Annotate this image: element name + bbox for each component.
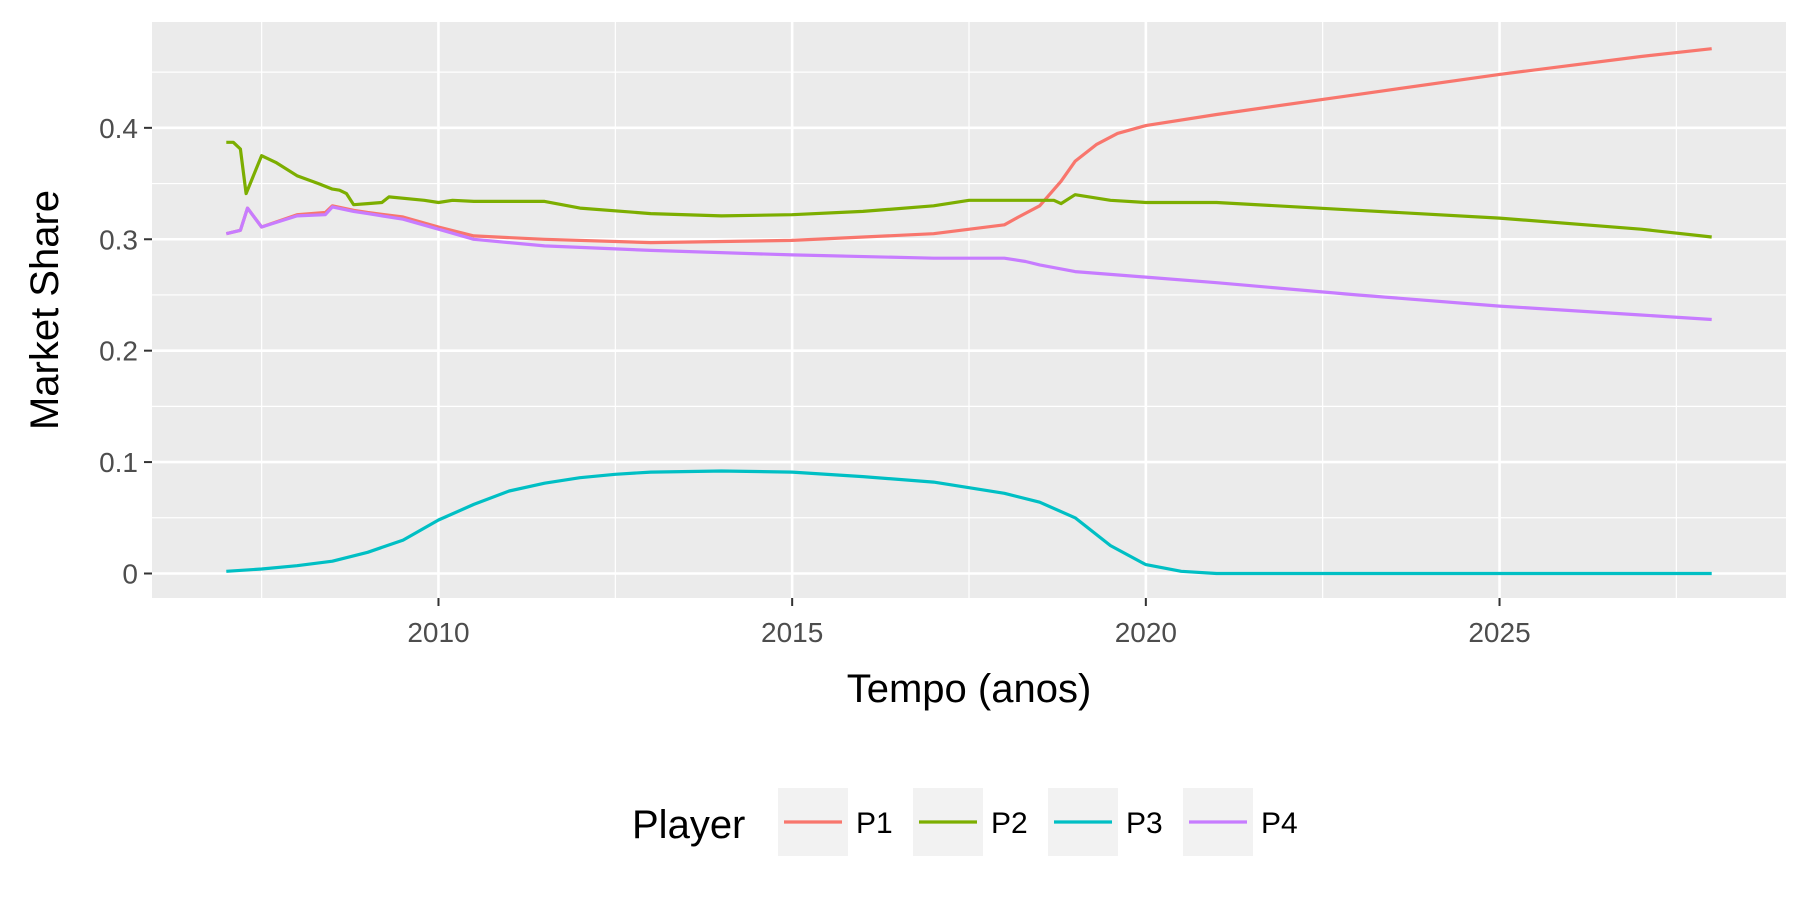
legend-title: Player <box>632 803 745 847</box>
legend-label: P2 <box>991 807 1028 840</box>
legend-label: P1 <box>856 807 893 840</box>
y-axis-title: Market Share <box>23 190 67 430</box>
y-tick-label: 0 <box>122 558 138 589</box>
major-gridlines <box>152 22 1786 598</box>
legend-items: P1 P2 P3 P4 <box>778 788 1298 856</box>
series-line-p4 <box>225 205 1712 322</box>
legend-label: P3 <box>1126 807 1163 840</box>
legend-label: P4 <box>1261 807 1298 840</box>
series-line-p2 <box>226 140 1712 239</box>
series-line-p1 <box>225 47 1712 245</box>
y-tick-label: 0.3 <box>99 224 138 255</box>
x-tick-label: 2020 <box>1115 617 1177 648</box>
y-tick-labels: 0 0.1 0.2 0.3 0.4 <box>99 113 138 590</box>
legend: Player P1 P2 P3 P4 <box>632 788 1298 856</box>
y-tick-label: 0.1 <box>99 447 138 478</box>
y-tick-label: 0.2 <box>99 336 138 367</box>
series-lines <box>225 47 1712 576</box>
x-tick-label: 2010 <box>407 617 469 648</box>
x-tick-labels: 2010 2015 2020 2025 <box>407 617 1530 648</box>
axis-ticks <box>144 126 1501 606</box>
x-tick-label: 2025 <box>1468 617 1530 648</box>
series-line-p3 <box>226 469 1712 576</box>
x-axis-title: Tempo (anos) <box>847 667 1092 711</box>
y-tick-label: 0.4 <box>99 113 138 144</box>
x-tick-label: 2015 <box>761 617 823 648</box>
